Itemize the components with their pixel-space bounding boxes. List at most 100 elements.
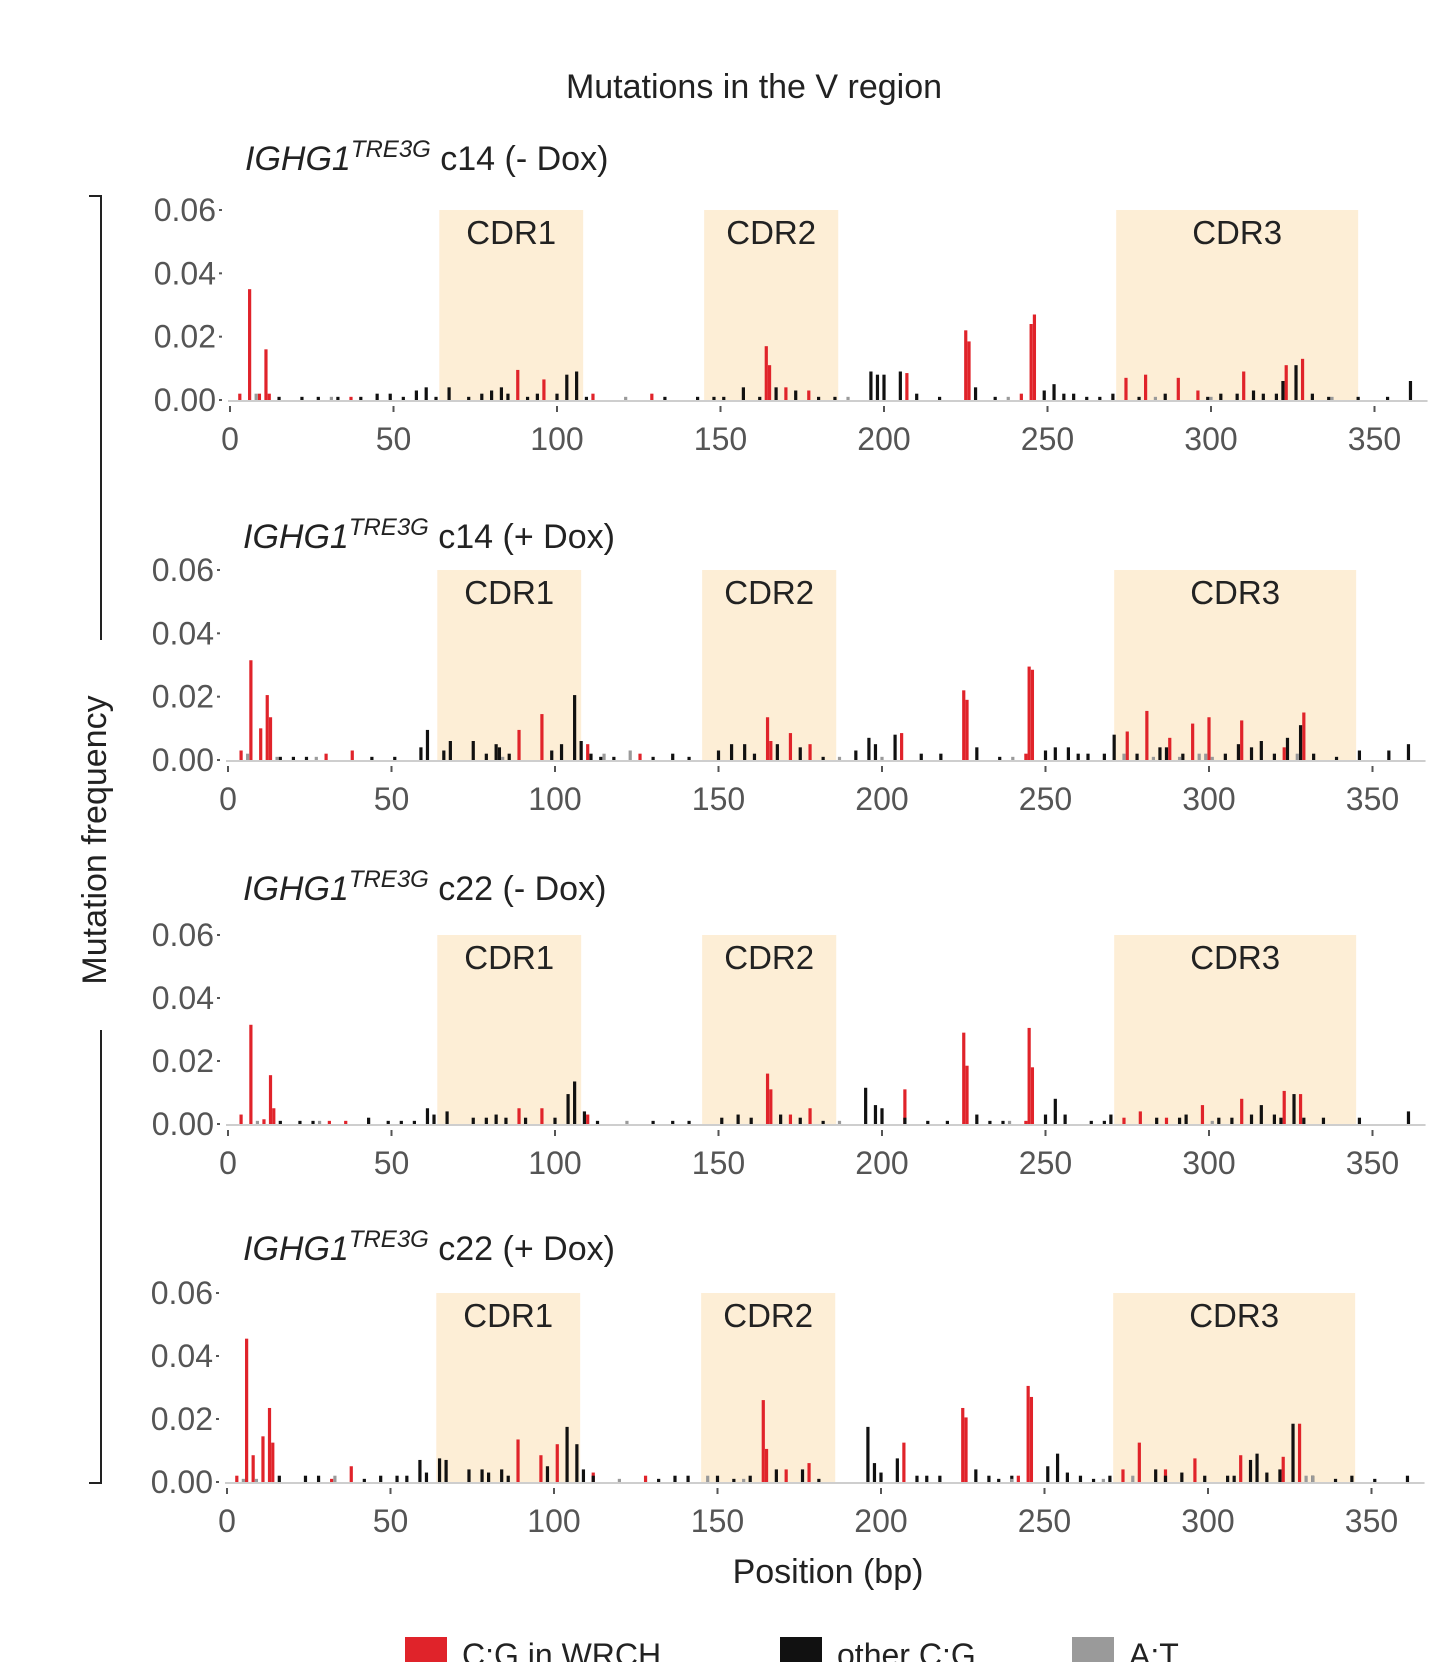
bar-wrch — [1176, 377, 1180, 400]
bar-other-cg — [854, 750, 858, 760]
bar-other-cg — [712, 396, 716, 400]
bar-wrch — [239, 750, 243, 760]
bar-other-cg — [432, 1114, 436, 1124]
panel-title-rest: c22 (+ Dox) — [429, 1230, 615, 1268]
series-wrch — [238, 289, 1305, 400]
bar-other-cg — [1072, 393, 1076, 400]
bar-other-cg — [937, 396, 942, 400]
bar-other-cg — [1281, 381, 1285, 400]
x-tick-label: 150 — [691, 1503, 744, 1539]
bar-wrch — [540, 1108, 544, 1124]
bar-other-cg — [1272, 753, 1276, 760]
bar-other-cg — [471, 1117, 475, 1124]
bar-other-cg — [939, 753, 943, 760]
bar-wrch — [235, 1475, 239, 1482]
bar-other-cg — [573, 695, 577, 760]
bar-other-cg — [494, 744, 498, 760]
bar-other-cg — [471, 741, 475, 760]
bar-other-cg — [535, 393, 539, 400]
panel-title-rest: c14 (+ Dox) — [429, 518, 615, 556]
bar-wrch — [650, 393, 654, 400]
bar-other-cg — [975, 747, 979, 760]
bar-other-cg — [424, 387, 428, 400]
series-wrch — [235, 1338, 1302, 1483]
bar-wrch — [1145, 710, 1149, 760]
bar-other-cg — [1108, 1475, 1112, 1482]
bar-at — [275, 756, 279, 760]
bar-wrch — [1027, 666, 1031, 760]
bar-other-cg — [1259, 1105, 1263, 1124]
bar-other-cg — [873, 1105, 878, 1124]
bar-at — [837, 1120, 842, 1124]
x-tick-label: 250 — [1019, 781, 1072, 817]
bar-at — [1204, 753, 1208, 760]
bar-other-cg — [673, 1475, 677, 1482]
x-tick-label: 100 — [527, 1503, 580, 1539]
bar-other-cg — [414, 390, 418, 400]
x-tick-label: 0 — [219, 1145, 237, 1181]
bar-wrch — [808, 1108, 812, 1124]
bar-other-cg — [722, 396, 726, 400]
bar-wrch — [264, 349, 268, 400]
panel-title-gene: IGHG1 — [243, 518, 349, 556]
bar-other-cg — [484, 753, 488, 760]
panel-4: IGHG1TRE3G c22 (+ Dox) CDR1 CDR2 CDR3 0.00 0.… — [151, 1226, 1425, 1539]
bar-other-cg — [749, 1117, 753, 1124]
bar-wrch — [344, 1120, 348, 1124]
bar-other-cg — [919, 753, 923, 760]
bar-at — [1011, 756, 1015, 760]
bar-wrch — [239, 1114, 243, 1124]
bar-wrch — [808, 744, 812, 760]
bar-wrch — [769, 741, 773, 760]
bar-other-cg — [1042, 390, 1046, 400]
bar-other-cg — [1043, 750, 1048, 760]
cdr-label: CDR1 — [464, 939, 554, 976]
bar-other-cg — [1163, 393, 1167, 400]
bar-other-cg — [316, 396, 320, 400]
bar-wrch — [517, 1108, 521, 1124]
series-at — [241, 1475, 1315, 1482]
bar-wrch — [1300, 358, 1305, 400]
legend-swatch-other-cg — [780, 1637, 822, 1662]
bar-other-cg — [1102, 753, 1106, 760]
bar-wrch — [268, 1075, 273, 1124]
bar-wrch — [1240, 1098, 1244, 1124]
cdr-region — [702, 935, 837, 1124]
bar-other-cg — [821, 756, 825, 760]
panel-1: IGHG1TRE3G c14 (- Dox) CDR1 CDR2 CDR3 0.00 0.… — [154, 136, 1428, 457]
bar-other-cg — [559, 744, 564, 760]
bar-wrch — [807, 390, 811, 400]
bar-other-cg — [663, 396, 667, 400]
bar-wrch — [265, 695, 269, 760]
bar-other-cg — [1265, 1472, 1269, 1482]
bar-other-cg — [686, 1475, 690, 1482]
y-tick-label: 0.02 — [151, 1401, 213, 1437]
y-tick-label: 0.04 — [151, 1338, 213, 1374]
bar-wrch — [1144, 374, 1148, 400]
x-tick-label: 0 — [218, 1503, 236, 1539]
bar-other-cg — [1385, 396, 1390, 400]
bar-at — [1122, 753, 1126, 760]
y-tick-label: 0.04 — [154, 255, 216, 291]
y-tick-label: 0.04 — [152, 980, 214, 1016]
bar-other-cg — [506, 393, 510, 400]
bar-wrch — [964, 1417, 968, 1482]
series-at — [254, 393, 1334, 400]
bar-other-cg — [1310, 393, 1314, 400]
cdr-label: CDR2 — [726, 214, 816, 251]
bar-other-cg — [300, 396, 304, 400]
bar-wrch — [516, 1439, 520, 1482]
x-tick-label: 200 — [855, 1145, 908, 1181]
y-tick-label: 0.00 — [154, 382, 216, 418]
cdr-region — [437, 570, 582, 760]
bar-wrch — [324, 753, 328, 760]
bar-other-cg — [386, 1120, 390, 1124]
bar-wrch — [1297, 1423, 1302, 1482]
bar-other-cg — [821, 1120, 825, 1124]
bar-wrch — [330, 1478, 334, 1482]
panel-title: IGHG1TRE3G c22 (- Dox) — [243, 866, 606, 908]
cdr-region — [704, 210, 839, 400]
bar-other-cg — [1408, 381, 1413, 400]
y-axis-label: Mutation frequency — [76, 695, 114, 984]
series-wrch — [239, 660, 1306, 760]
